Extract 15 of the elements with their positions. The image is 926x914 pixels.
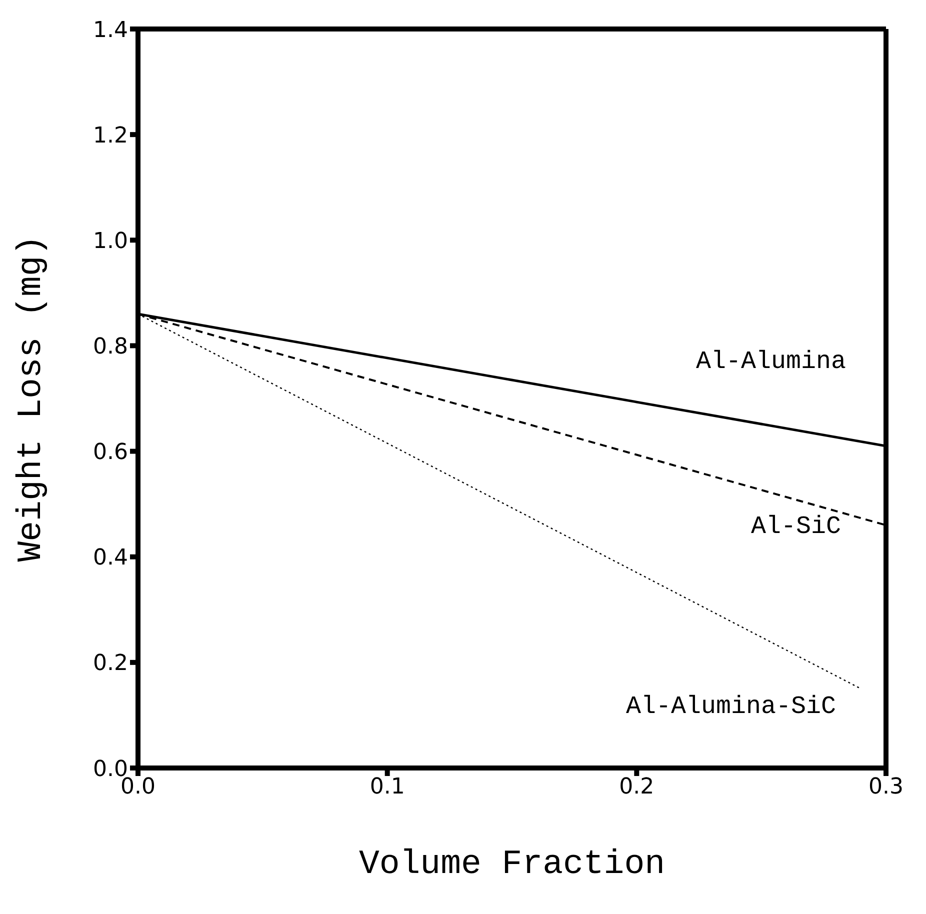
y-tick-label: 0.4 xyxy=(93,546,128,571)
y-tick-label: 0.6 xyxy=(93,440,128,466)
x-tick-label: 0.1 xyxy=(370,774,405,800)
series-label: Al-SiC xyxy=(750,512,841,542)
x-tick-label: 0.3 xyxy=(868,774,904,800)
x-tick-label: 0.2 xyxy=(619,774,654,800)
x-axis-title: Volume Fraction xyxy=(358,846,666,884)
y-tick-label: 1.4 xyxy=(93,18,128,43)
y-tick-label: 1.0 xyxy=(93,228,128,254)
y-axis-title: Weight Loss (mg) xyxy=(13,235,52,562)
y-tick-label: 0.8 xyxy=(93,334,128,360)
series-label: Al-Alumina xyxy=(696,347,846,376)
series-label: Al-Alumina-SiC xyxy=(626,692,836,721)
y-tick-label: 0.2 xyxy=(93,651,128,676)
y-tick-label: 1.2 xyxy=(93,123,128,148)
